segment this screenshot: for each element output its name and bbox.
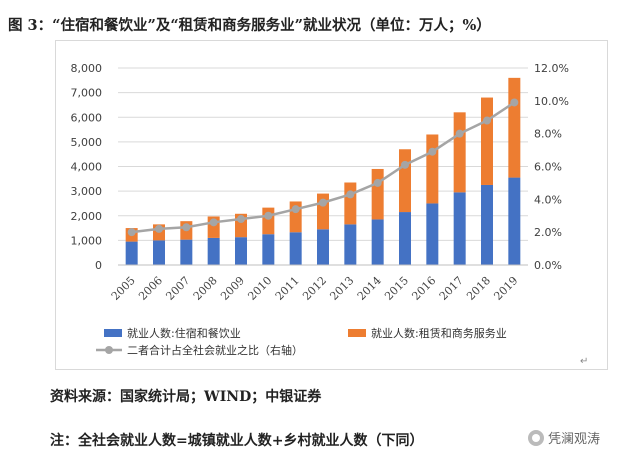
x-tick-label: 2008 [191,274,220,303]
bars [125,77,521,265]
y-right-tick-label: 2.0% [534,226,562,239]
bar-leasing-business [508,77,521,178]
y-left-tick-label: 2,000 [71,210,103,223]
bar-accommodation-catering [508,177,521,265]
bar-accommodation-catering [289,232,302,265]
ratio-point [291,205,300,214]
ratio-point [127,228,136,237]
ratio-point [264,211,273,220]
ratio-point [319,198,327,207]
y-axis-right: 0.0% 2.0% 4.0% 6.0% 8.0% 10.0% 12.0% [534,62,569,272]
bar-accommodation-catering [399,212,411,265]
ratio-point [483,116,491,125]
y-left-tick-label: 4,000 [71,161,103,174]
y-right-tick-label: 10.0% [534,95,569,108]
x-tick-label: 2014 [355,274,384,303]
bar-accommodation-catering [481,184,493,265]
wechat-icon [527,429,544,446]
ratio-point [401,160,409,169]
ratio-point [510,98,519,107]
y-left-tick-label: 0 [95,259,102,272]
bar-leasing-business [426,134,439,204]
y-right-tick-label: 12.0% [534,62,569,75]
x-tick-label: 2012 [300,274,329,303]
y-left-tick-label: 6,000 [71,111,103,124]
y-right-tick-label: 8.0% [534,128,562,141]
bar-accommodation-catering [235,237,247,265]
x-tick-label: 2005 [109,274,138,303]
ratio-point [428,147,437,156]
x-tick-label: 2009 [218,274,247,303]
legend-label-accommodation: 就业人数:住宿和餐饮业 [127,326,241,340]
bar-accommodation-catering [262,234,275,265]
x-tick-label: 2006 [136,274,165,303]
ratio-point [346,190,355,199]
y-axis-left: 0 1,000 2,000 3,000 4,000 5,000 6,000 7,000 8,00… [71,62,103,272]
bar-leasing-business [399,149,411,213]
bar-accommodation-catering [153,240,165,265]
x-axis: 2005200620072008200920102011201220132014… [109,264,528,303]
legend-label-ratio: 二者合计占全社会就业之比（右轴） [127,343,303,357]
x-tick-label: 2019 [491,274,520,303]
ratio-point [455,129,464,138]
bar-leasing-business [453,112,466,193]
return-mark: ↵ [580,356,589,367]
bar-accommodation-catering [371,219,384,265]
x-tick-label: 2015 [382,274,411,303]
x-tick-label: 2017 [437,274,466,303]
bar-accommodation-catering [125,241,138,265]
y-left-tick-label: 1,000 [71,234,103,247]
bar-leasing-business [481,97,493,185]
bar-accommodation-catering [180,239,193,265]
x-tick-label: 2010 [245,274,274,303]
bar-leasing-business [262,207,275,235]
bar-leasing-business [344,182,357,225]
ratio-point [373,178,382,187]
x-tick-label: 2018 [464,274,493,303]
watermark: 凭澜观涛 [527,428,600,447]
ratio-point [182,223,191,232]
bar-accommodation-catering [344,224,357,265]
ratio-line [127,98,519,237]
note-text: 注：全社会就业人数=城镇就业人数+乡村就业人数（下同） [50,433,424,449]
y-right-tick-label: 6.0% [534,161,562,174]
bar-accommodation-catering [453,192,466,265]
x-tick-label: 2013 [327,274,356,303]
legend-swatch-ratio-point [105,346,113,354]
legend-swatch-leasing [348,329,366,337]
y-left-tick-label: 5,000 [71,136,103,149]
bar-leasing-business [371,168,384,220]
bar-accommodation-catering [426,203,439,265]
y-left-tick-label: 3,000 [71,185,103,198]
y-left-tick-label: 8,000 [71,62,103,75]
source-text: 资料来源：国家统计局；WIND；中银证券 [50,389,322,405]
ratio-point [155,224,163,233]
ratio-point [237,215,245,224]
chart-title: 图 3：“住宿和餐饮业”及“租赁和商务服务业”就业状况（单位：万人；%） [8,17,491,34]
y-right-tick-label: 0.0% [534,259,562,272]
bar-accommodation-catering [317,229,329,265]
ratio-point [209,218,218,227]
x-tick-label: 2016 [409,274,438,303]
bar-accommodation-catering [207,237,220,265]
legend-swatch-accommodation [104,329,122,337]
watermark-text: 凭澜观涛 [547,432,600,447]
legend-label-leasing: 就业人数:租赁和商务服务业 [371,326,507,340]
y-right-tick-label: 4.0% [534,193,562,206]
x-tick-label: 2011 [273,274,302,303]
x-tick-label: 2007 [163,274,192,303]
y-left-tick-label: 7,000 [71,87,103,100]
